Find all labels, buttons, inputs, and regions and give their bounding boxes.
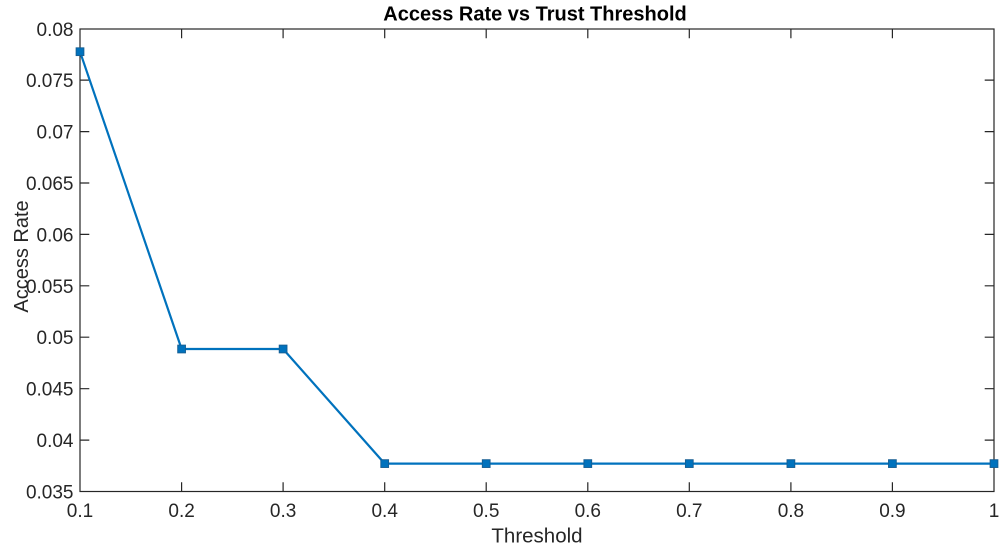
svg-text:0.07: 0.07 bbox=[37, 123, 74, 144]
svg-text:0.055: 0.055 bbox=[26, 277, 74, 298]
svg-text:Access Rate vs Trust Threshold: Access Rate vs Trust Threshold bbox=[383, 4, 686, 26]
svg-text:0.8: 0.8 bbox=[778, 501, 804, 522]
svg-text:0.3: 0.3 bbox=[270, 501, 296, 522]
svg-text:0.9: 0.9 bbox=[879, 501, 905, 522]
svg-text:0.045: 0.045 bbox=[26, 380, 74, 401]
svg-text:0.4: 0.4 bbox=[371, 501, 398, 522]
svg-text:1: 1 bbox=[989, 501, 1000, 522]
svg-text:0.1: 0.1 bbox=[67, 501, 93, 522]
svg-text:0.075: 0.075 bbox=[26, 71, 74, 92]
svg-text:0.035: 0.035 bbox=[26, 483, 74, 504]
svg-text:Threshold: Threshold bbox=[491, 525, 582, 545]
svg-text:0.2: 0.2 bbox=[168, 501, 194, 522]
svg-text:0.04: 0.04 bbox=[37, 431, 74, 452]
svg-text:0.06: 0.06 bbox=[37, 225, 74, 246]
svg-text:0.7: 0.7 bbox=[676, 501, 702, 522]
svg-text:0.6: 0.6 bbox=[575, 501, 601, 522]
svg-text:0.05: 0.05 bbox=[37, 328, 74, 349]
svg-text:0.5: 0.5 bbox=[473, 501, 499, 522]
svg-text:0.065: 0.065 bbox=[26, 174, 74, 195]
svg-text:0.08: 0.08 bbox=[37, 20, 74, 41]
svg-text:Access Rate: Access Rate bbox=[11, 200, 33, 312]
